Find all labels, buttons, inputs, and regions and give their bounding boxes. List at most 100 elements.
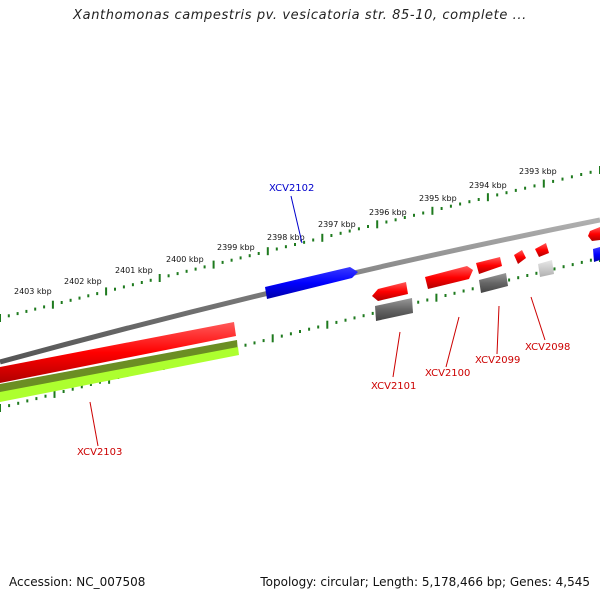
inner-tick (508, 278, 511, 282)
kbp-label: 2397 kbp (318, 220, 356, 229)
outer-tick (477, 198, 480, 201)
outer-tick (96, 292, 99, 296)
outer-tick (87, 294, 90, 298)
outer-tick (486, 193, 489, 202)
inner-tick (262, 339, 265, 343)
kbp-label: 2396 kbp (369, 208, 407, 217)
inner-tick (308, 327, 311, 331)
outer-tick (580, 173, 583, 176)
outer-tick (312, 238, 315, 242)
label-xcv2098[interactable]: XCV2098 (525, 342, 570, 353)
outer-tick (570, 175, 573, 179)
inner-tick (471, 287, 474, 291)
outer-tick (140, 281, 143, 284)
leader-xcv2101 (392, 331, 401, 378)
inner-tick (344, 318, 347, 322)
kbp-label: 2393 kbp (519, 167, 557, 176)
inner-tick (35, 397, 38, 401)
kbp-label: 2399 kbp (217, 243, 255, 252)
outer-tick (348, 229, 351, 233)
inner-tick (444, 294, 447, 297)
label-xcv2101[interactable]: XCV2101 (371, 381, 416, 392)
outer-tick (357, 227, 360, 231)
gene-xcv2098-b[interactable] (535, 243, 549, 257)
inner-tick (17, 401, 20, 405)
outer-tick (284, 245, 287, 249)
outer-tick (203, 265, 206, 269)
accession-text: Accession: NC_007508 (9, 575, 146, 589)
feature-xcv2099-gray (479, 273, 508, 293)
outer-tick (385, 220, 388, 224)
gene-xcv2102[interactable] (265, 267, 358, 299)
topology-summary: Topology: circular; Length: 5,178,466 bp… (260, 575, 590, 589)
outer-tick (25, 309, 28, 313)
inner-tick (280, 334, 283, 338)
outer-tick (376, 220, 379, 229)
outer-tick (514, 188, 517, 192)
inner-tick (89, 383, 92, 386)
outer-tick (69, 298, 72, 302)
leader-xcv2100 (445, 316, 460, 368)
kbp-label: 2400 kbp (166, 255, 204, 264)
label-xcv2100[interactable]: XCV2100 (425, 368, 470, 379)
outer-tick (394, 218, 397, 222)
outer-tick (589, 170, 592, 174)
inner-tick (271, 334, 274, 343)
label-xcv2103[interactable]: XCV2103 (77, 447, 122, 458)
inner-tick (517, 276, 520, 280)
inner-tick (571, 263, 574, 267)
outer-tick (505, 191, 508, 195)
gene-edge-red[interactable] (588, 227, 600, 241)
outer-tick (533, 184, 536, 188)
outer-tick (221, 260, 224, 264)
leader-xcv2099 (496, 305, 500, 355)
label-xcv2099[interactable]: XCV2099 (475, 355, 520, 366)
gene-xcv2101[interactable] (372, 282, 408, 301)
inner-tick (317, 325, 320, 329)
inner-tick (417, 300, 420, 304)
inner-tick (326, 320, 329, 329)
outer-tick (60, 301, 63, 304)
kbp-label: 2403 kbp (14, 287, 52, 296)
outer-tick (403, 216, 406, 219)
label-xcv2102[interactable]: XCV2102 (269, 183, 314, 194)
outer-tick (105, 287, 108, 296)
inner-tick (553, 267, 556, 271)
inner-tick (371, 311, 374, 315)
outer-tick (51, 300, 54, 309)
outer-tick (248, 254, 251, 258)
kbp-label: 2394 kbp (469, 181, 507, 190)
inner-tick (562, 265, 565, 269)
gene-xcv2099[interactable] (476, 257, 502, 274)
inner-tick (335, 320, 338, 324)
gene-edge-blue[interactable] (593, 247, 600, 262)
outer-tick (294, 243, 296, 246)
outer-tick (275, 247, 278, 251)
outer-tick (321, 233, 324, 242)
outer-tick (367, 225, 369, 228)
inner-tick (535, 271, 538, 275)
scale-labels: 2393 kbp 2394 kbp 2395 kbp 2396 kbp 2397 kbp… (14, 167, 557, 296)
outer-tick (34, 307, 37, 311)
outer-tick (339, 231, 342, 235)
gene-xcv2103[interactable] (0, 322, 236, 383)
kbp-label: 2398 kbp (267, 233, 305, 242)
outer-tick (78, 296, 81, 300)
outer-tick (167, 274, 170, 278)
outer-tick (122, 285, 125, 289)
outer-tick (552, 179, 555, 183)
outer-tick (149, 278, 152, 282)
outer-tick (303, 240, 306, 244)
outer-tick (176, 272, 179, 276)
gene-xcv2098-a[interactable] (514, 250, 526, 264)
outer-tick (194, 267, 197, 271)
outer-tick (524, 186, 527, 190)
inner-tick (0, 404, 1, 412)
inner-tick (353, 316, 356, 320)
outer-tick (0, 314, 1, 322)
inner-tick (589, 258, 592, 262)
gene-xcv2100[interactable] (425, 266, 473, 289)
outer-tick (239, 256, 242, 260)
inner-tick (253, 341, 256, 345)
